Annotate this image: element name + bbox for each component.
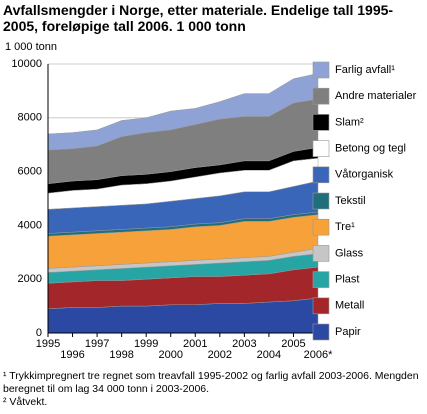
x-tick-label: 1997 xyxy=(85,338,109,350)
legend-swatch xyxy=(312,297,330,315)
legend-swatch xyxy=(312,245,330,262)
legend-swatch xyxy=(312,323,330,341)
x-tick-label: 2006* xyxy=(304,349,333,361)
chart-title: Avfallsmengder i Norge, etter materiale.… xyxy=(3,2,394,34)
legend-label: Tekstil xyxy=(335,195,366,207)
legend-label: Andre materialer xyxy=(335,90,417,102)
x-tick-label: 1996 xyxy=(60,349,84,361)
x-tick-label: 2004 xyxy=(257,349,281,361)
legend-swatch xyxy=(312,87,330,105)
legend-label: Tre¹ xyxy=(335,221,355,233)
legend-swatch xyxy=(312,140,330,157)
legend-swatch xyxy=(312,61,330,79)
y-axis-label: 1 000 tonn xyxy=(5,41,57,53)
x-tick-label: 1998 xyxy=(109,349,133,361)
legend-label: Slam² xyxy=(335,116,364,128)
legend-label: Plast xyxy=(335,274,359,286)
footnote: ¹ Trykkimpregnert tre regnet som treavfa… xyxy=(3,370,419,395)
x-tick-label: 2003 xyxy=(232,338,256,350)
legend-swatch xyxy=(312,114,330,131)
legend-swatch xyxy=(312,166,330,184)
y-tick-label: 8000 xyxy=(18,112,42,124)
legend-swatch xyxy=(312,218,330,236)
legend-swatch xyxy=(312,271,330,288)
x-tick-label: 1999 xyxy=(134,338,158,350)
footnotes: ¹ Trykkimpregnert tre regnet som treavfa… xyxy=(3,370,423,409)
y-tick-label: 10000 xyxy=(11,58,42,70)
legend-label: Betong og tegl xyxy=(335,143,406,155)
y-tick-label: 0 xyxy=(36,327,42,339)
x-tick-label: 2000 xyxy=(158,349,182,361)
y-tick-label: 2000 xyxy=(18,273,42,285)
legend-label: Metall xyxy=(335,300,364,312)
legend-label: Farlig avfall¹ xyxy=(335,64,395,76)
y-tick-label: 4000 xyxy=(18,219,42,231)
legend-swatch xyxy=(312,192,330,210)
y-tick-label: 6000 xyxy=(18,166,42,178)
x-tick-label: 2001 xyxy=(183,338,207,350)
x-tick-label: 2005 xyxy=(281,338,305,350)
legend-label: Våtorganisk xyxy=(335,169,394,181)
x-tick-label: 2002 xyxy=(208,349,232,361)
x-tick-label: 1995 xyxy=(36,338,60,350)
footnote: ² Våtvekt. xyxy=(3,396,48,408)
legend-label: Glass xyxy=(335,247,364,259)
legend-label: Papir xyxy=(335,326,361,338)
